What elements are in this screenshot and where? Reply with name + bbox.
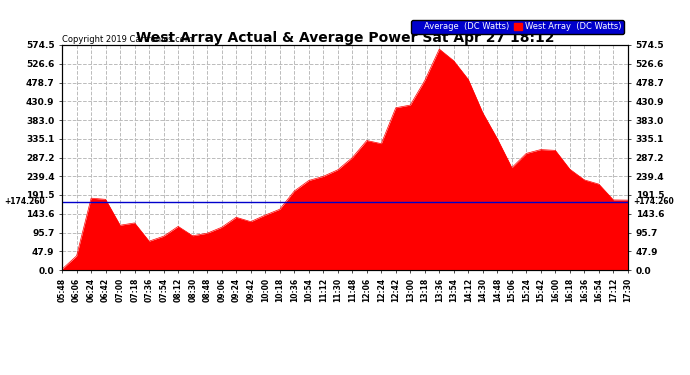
Text: +174.260: +174.260 — [633, 197, 674, 206]
Text: Copyright 2019 Cartronics.com: Copyright 2019 Cartronics.com — [62, 35, 193, 44]
Legend: Average  (DC Watts), West Array  (DC Watts): Average (DC Watts), West Array (DC Watts… — [411, 20, 624, 34]
Text: +174.260: +174.260 — [3, 197, 45, 206]
Title: West Array Actual & Average Power Sat Apr 27 18:12: West Array Actual & Average Power Sat Ap… — [136, 31, 554, 45]
